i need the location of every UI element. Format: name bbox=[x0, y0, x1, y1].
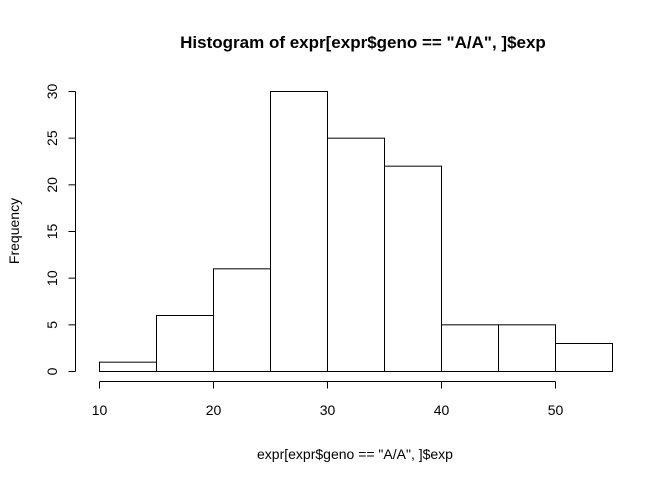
y-axis: 0 5 10 15 20 25 30 bbox=[44, 84, 76, 375]
histogram-bars bbox=[99, 91, 613, 373]
histogram-bar-4 bbox=[327, 137, 385, 372]
y-tick-label-25: 25 bbox=[44, 130, 60, 146]
x-tick-label-10: 10 bbox=[92, 402, 108, 418]
x-tick-label-50: 50 bbox=[548, 402, 564, 418]
x-tick-label-30: 30 bbox=[320, 402, 336, 418]
y-axis-label: Frequency bbox=[6, 198, 22, 264]
chart-title: Histogram of expr[expr$geno == "A/A", ]$… bbox=[180, 33, 546, 52]
histogram-bar-6 bbox=[441, 324, 499, 373]
x-axis-label: expr[expr$geno == "A/A", ]$exp bbox=[257, 446, 453, 462]
y-tick-label-10: 10 bbox=[44, 270, 60, 286]
x-axis: 10 20 30 40 50 bbox=[92, 381, 564, 418]
x-tick-label-40: 40 bbox=[434, 402, 450, 418]
histogram-bar-1 bbox=[156, 315, 214, 372]
y-tick-label-20: 20 bbox=[44, 177, 60, 193]
y-tick-label-0: 0 bbox=[44, 367, 60, 375]
y-tick-label-5: 5 bbox=[44, 321, 60, 329]
y-tick-label-15: 15 bbox=[44, 224, 60, 240]
histogram-bar-5 bbox=[384, 165, 442, 372]
histogram-bar-8 bbox=[555, 343, 613, 372]
x-tick-label-20: 20 bbox=[206, 402, 222, 418]
histogram-bar-7 bbox=[498, 324, 556, 373]
histogram-bar-0 bbox=[99, 361, 157, 372]
y-tick-label-30: 30 bbox=[44, 84, 60, 100]
histogram-bar-2 bbox=[213, 268, 271, 373]
histogram-bar-3 bbox=[270, 91, 328, 372]
